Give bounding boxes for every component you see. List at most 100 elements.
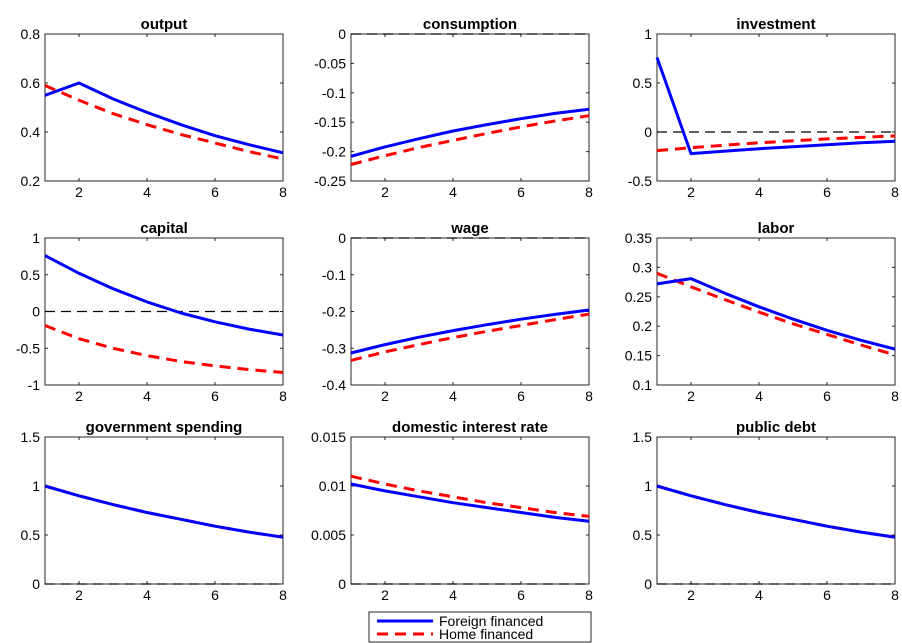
subplot-title: public debt [736,419,816,436]
y-tick-label: 0.015 [311,429,346,445]
legend-label: Foreign financed [439,613,543,629]
x-tick-label: 6 [211,587,219,603]
series-line-foreign-financed [655,56,896,156]
x-tick-label: 8 [279,587,287,603]
y-tick-label: -0.1 [322,85,346,101]
subplot-title: government spending [86,419,243,436]
x-tick-label: 2 [687,587,695,603]
x-tick-label: 4 [143,388,151,404]
series-line-home-financed [44,84,284,161]
series-line-home-financed [656,271,896,357]
subplot-title: output [141,16,188,33]
y-tick-label: -0.5 [628,173,652,189]
x-tick-label: 4 [449,184,457,200]
x-tick-label: 4 [755,388,763,404]
y-tick-label: 0.25 [625,289,652,305]
x-tick-label: 8 [891,184,899,200]
x-tick-label: 4 [449,388,457,404]
y-tick-label: 0.2 [633,318,653,334]
subplot-8: public debt 0 0.5 1 1.5 2 4 6 8 [633,419,900,603]
x-tick-label: 2 [75,388,83,404]
x-tick-label: 6 [211,184,219,200]
x-tick-label: 8 [891,388,899,404]
series-line-foreign-financed [44,484,284,539]
y-tick-label: 1 [32,478,40,494]
y-tick-label: 1.5 [633,429,653,445]
axes-box [350,237,590,386]
y-tick-label: 0 [32,576,40,592]
subplot-6: government spending 0 0.5 1 1.5 2 4 6 8 [21,419,288,603]
y-tick-label: -0.05 [314,55,346,71]
y-tick-label: 0.1 [633,377,653,393]
x-tick-label: 4 [449,587,457,603]
x-tick-label: 6 [823,587,831,603]
y-tick-label: 1 [644,478,652,494]
x-tick-label: 4 [143,184,151,200]
series-line-foreign-financed [350,482,590,523]
y-tick-label: 0.15 [625,348,652,364]
legend-box [368,611,592,643]
legend-label: Home financed [439,626,533,642]
subplot-0: output 0.2 0.4 0.6 0.8 2 4 6 8 [21,16,288,200]
axes-box [350,436,590,585]
y-tick-label: 0 [338,230,346,246]
y-tick-label: -0.2 [322,304,346,320]
y-tick-label: -0.15 [314,114,346,130]
subplot-2: investment -0.5 0 0.5 1 2 4 6 8 [628,16,899,200]
y-tick-label: -0.1 [322,267,346,283]
y-tick-label: 0.4 [21,124,41,140]
x-tick-label: 6 [211,388,219,404]
y-tick-label: 1 [32,230,40,246]
subplot-3: capital -1 -0.5 0 0.5 1 2 4 6 8 [16,220,287,404]
x-tick-label: 4 [755,184,763,200]
y-tick-label: 0.6 [21,75,41,91]
series-line-home-financed [44,324,284,374]
x-tick-label: 2 [381,388,389,404]
y-tick-label: 0.2 [21,173,41,189]
y-tick-label: 0.5 [21,267,41,283]
x-tick-label: 2 [75,184,83,200]
y-tick-label: 1 [644,26,652,42]
axes-box [350,33,590,182]
y-tick-label: 0.5 [633,75,653,91]
x-tick-label: 8 [585,587,593,603]
x-tick-label: 2 [381,184,389,200]
subplot-title: consumption [423,16,517,33]
series-line-foreign-financed [44,254,284,337]
x-tick-label: 8 [891,587,899,603]
y-tick-label: 0 [32,304,40,320]
x-tick-label: 2 [381,587,389,603]
axes-box [44,436,284,585]
subplot-title: domestic interest rate [392,419,548,436]
y-tick-label: -0.2 [322,144,346,160]
y-tick-label: -0.5 [16,340,40,356]
y-tick-label: -1 [28,377,41,393]
subplot-1: consumption -0.25 -0.2 -0.15 -0.1 -0.05 0 2 4 6 8 [314,16,593,200]
subplot-4: wage -0.4 -0.3 -0.2 -0.1 0 2 4 6 8 [322,220,593,404]
subplot-title: investment [736,16,815,33]
y-tick-label: 0 [338,576,346,592]
subplot-5: labor 0.1 0.15 0.2 0.25 0.3 0.35 2 4 6 8 [625,220,899,404]
y-tick-label: -0.4 [322,377,346,393]
x-tick-label: 8 [585,388,593,404]
x-tick-label: 6 [517,184,525,200]
axes-box [44,33,284,182]
y-tick-label: -0.3 [322,340,346,356]
y-tick-label: 0 [644,576,652,592]
subplot-title: labor [758,220,795,237]
x-tick-label: 6 [517,388,525,404]
x-tick-label: 8 [279,388,287,404]
series-line-foreign-financed [656,277,896,351]
y-tick-label: 0.01 [319,478,346,494]
series-line-home-financed [350,474,590,518]
series-line-foreign-financed [44,81,284,155]
y-tick-label: -0.25 [314,173,346,189]
series-line-home-financed [350,114,590,166]
y-tick-label: 0.35 [625,230,652,246]
subplot-7: domestic interest rate 0 0.005 0.01 0.015 2 4 6… [311,419,593,603]
x-tick-label: 4 [755,587,763,603]
y-tick-label: 0.8 [21,26,41,42]
y-tick-label: 0.005 [311,527,346,543]
